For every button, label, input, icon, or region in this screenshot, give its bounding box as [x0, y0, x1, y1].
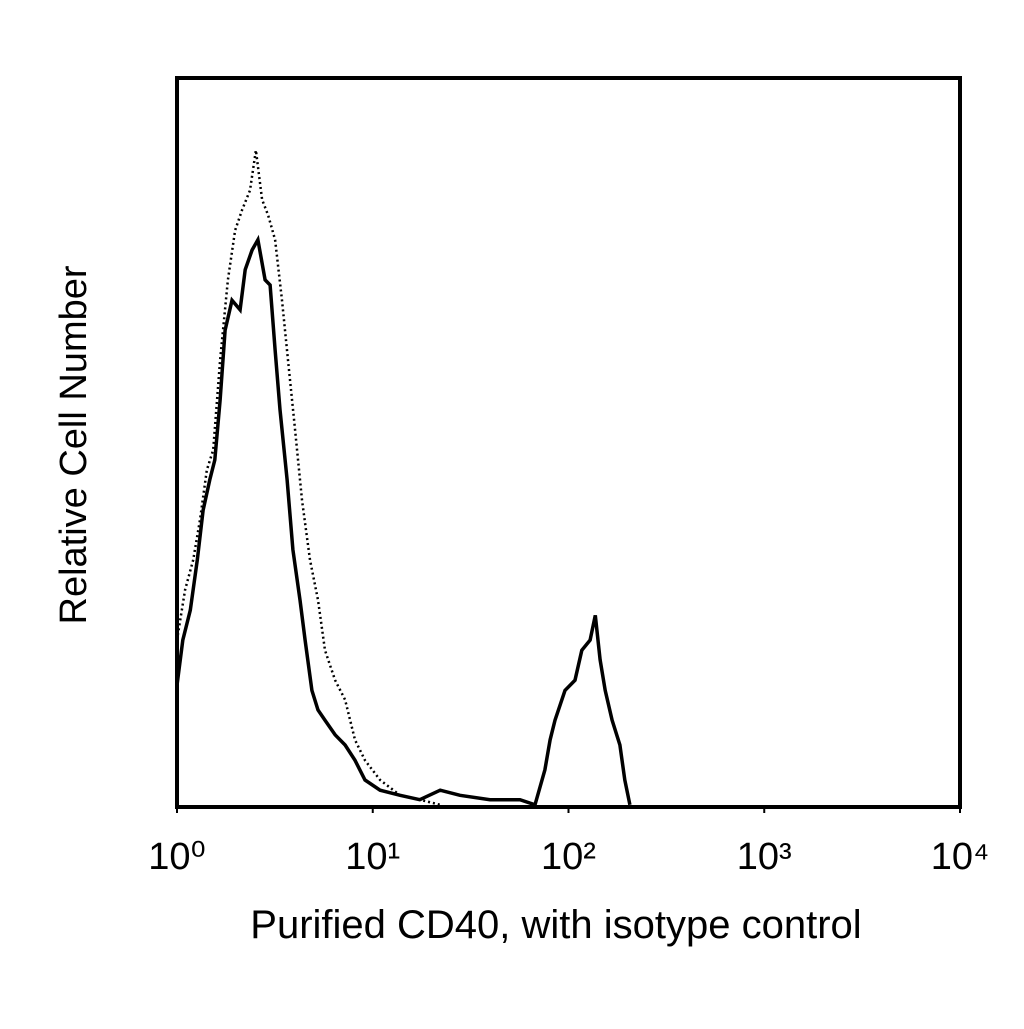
x-tick-label: 10⁰ [148, 836, 206, 878]
x-tick-label: 10¹ [345, 836, 400, 878]
y-axis-label: Relative Cell Number [53, 265, 95, 624]
x-tick-label: 10³ [737, 836, 792, 878]
x-tick-label: 10⁴ [931, 836, 990, 878]
x-tick-label: 10² [541, 836, 596, 878]
x-axis-label: Purified CD40, with isotype control [250, 903, 861, 947]
plot-frame [175, 76, 962, 809]
histogram-line [175, 150, 441, 807]
histogram-line [175, 234, 632, 808]
